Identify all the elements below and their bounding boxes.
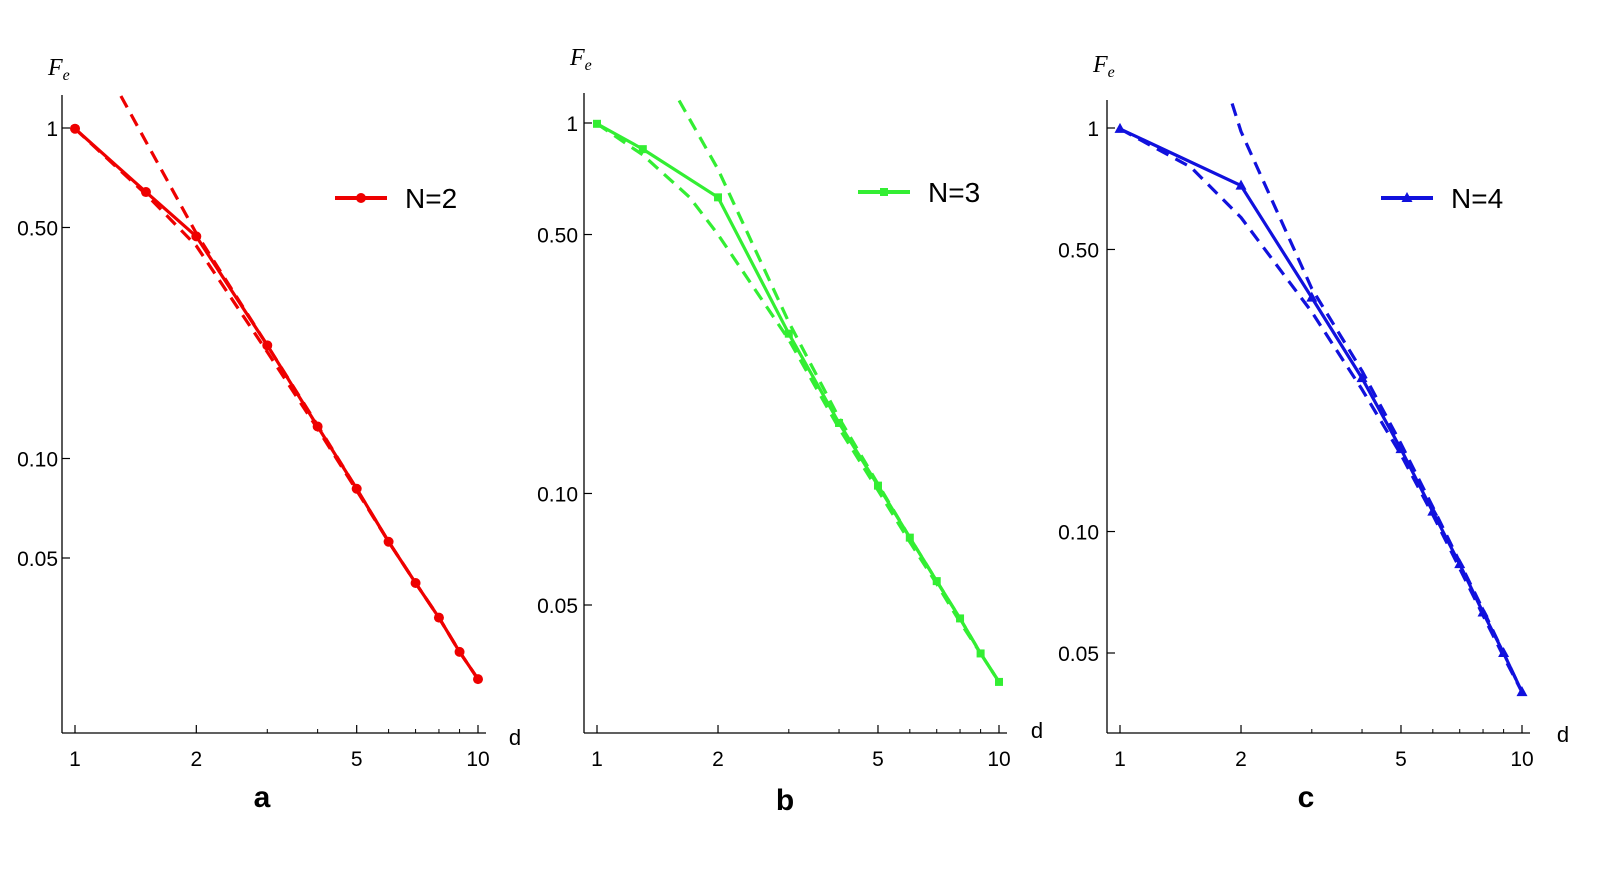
legend-label: N=4 [1451,183,1503,214]
y-tick-label: 1 [566,113,578,136]
dashed-series-line [1119,127,1524,693]
y-tick-label: 0.50 [17,217,58,240]
x-tick-label: 2 [712,748,724,771]
legend-marker [880,188,888,196]
y-axis-title: Fe [1092,52,1115,81]
x-tick-label: 1 [1114,748,1126,771]
legend-marker [1401,192,1413,202]
chart-panel-c: 1 2 5 10 1 0.50 0.10 0.05 Fe d c N=4 [1058,52,1569,814]
y-tick-label: 0.05 [537,595,578,618]
chart-panel-a: 1 2 5 10 1 0.50 0.10 0.05 Fe d a N=2 [17,55,521,814]
x-tick-label: 2 [190,748,202,771]
dashed-series-line [596,122,1001,683]
chart-panel-b: 1 2 5 10 1 0.50 0.10 0.05 Fe d b N=3 [537,45,1043,817]
data-point [638,145,647,154]
x-axis-title: d [1031,718,1043,743]
data-point [351,483,362,494]
panel-label: c [1298,781,1315,814]
legend: N=4 [1381,183,1503,214]
y-tick-label: 0.05 [17,548,58,571]
plot-area [1114,103,1528,697]
data-point [1427,505,1439,516]
y-tick-label: 0.10 [17,449,58,472]
data-point [714,193,723,202]
legend: N=2 [335,183,457,214]
y-tick-label: 1 [1087,118,1099,141]
x-tick-label: 1 [69,748,81,771]
legend-marker [356,193,366,203]
data-point [995,677,1003,686]
data-point [1235,179,1247,190]
y-tick-label: 0.05 [1058,643,1099,666]
x-tick-label: 2 [1235,748,1247,771]
y-tick-label: 1 [46,118,58,141]
legend-label: N=2 [405,183,457,214]
x-axis-title: d [1557,722,1569,747]
y-tick-label: 0.10 [1058,522,1099,545]
y-axis-title: Fe [47,55,70,84]
legend-label: N=3 [928,177,980,208]
data-point [835,418,844,427]
x-tick-label: 10 [1510,748,1533,771]
plot-area [70,95,483,685]
x-tick-label: 5 [351,748,363,771]
data-point [1356,372,1368,383]
data-point [1306,291,1318,302]
x-tick-label: 5 [1395,748,1407,771]
x-axis-title: d [509,725,521,750]
x-tick-label: 10 [987,748,1010,771]
dashed-series-line [1230,103,1524,693]
y-tick-label: 0.10 [537,483,578,506]
x-tick-label: 1 [591,748,603,771]
legend: N=3 [858,177,980,208]
data-point [873,481,882,490]
panel-label: b [776,784,794,817]
panel-label: a [254,781,271,814]
y-tick-label: 0.50 [1058,239,1099,262]
data-point [784,329,793,338]
x-tick-label: 5 [872,748,884,771]
y-axis-title: Fe [569,45,592,74]
plot-area [593,99,1003,686]
y-tick-label: 0.50 [537,225,578,248]
x-tick-label: 10 [466,748,489,771]
data-point [140,187,151,198]
